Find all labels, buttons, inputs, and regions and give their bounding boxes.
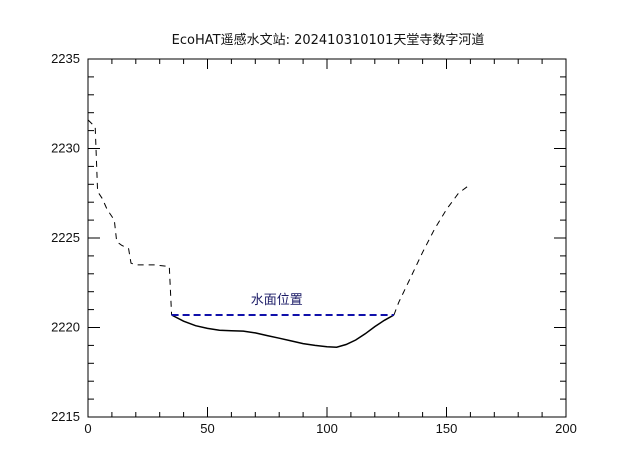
- y-tick-label: 2215: [51, 409, 80, 424]
- x-tick-label: 100: [316, 421, 338, 436]
- chart-title: EcoHAT遥感水文站: 202410310101天堂寺数字河道: [172, 32, 485, 48]
- y-tick-label: 2225: [51, 230, 80, 245]
- y-tick-label: 2220: [51, 320, 80, 335]
- x-tick-label: 150: [436, 421, 458, 436]
- riverbank-line-2: [393, 183, 471, 316]
- y-tick-label: 2235: [51, 51, 80, 66]
- x-tick-label: 0: [84, 421, 91, 436]
- axis-ticks: 0 50 100 150 200 2215 2220 2225 2230 2235: [51, 51, 577, 436]
- plot-frame: [87, 58, 567, 418]
- riverbed-submerged-line: [171, 314, 395, 348]
- y-tick-label: 2230: [51, 141, 80, 156]
- x-tick-label: 50: [200, 421, 214, 436]
- water-surface-label: 水面位置: [251, 293, 303, 308]
- x-tick-label: 200: [555, 421, 577, 436]
- riverbank-line-0: [87, 119, 173, 316]
- series-layer: [87, 119, 471, 348]
